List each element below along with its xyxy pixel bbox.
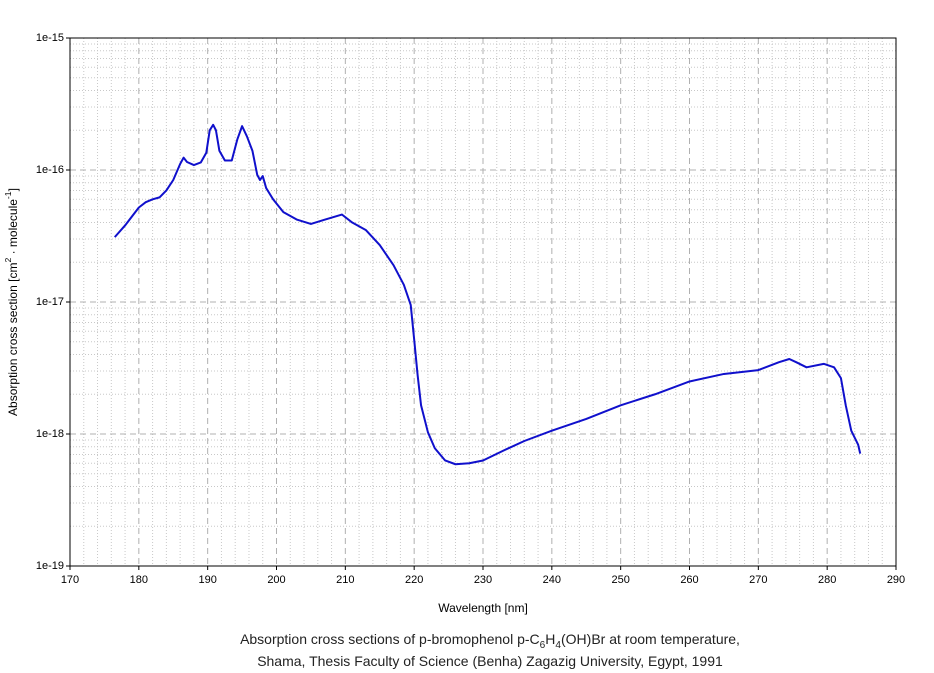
caption-line: Absorption cross sections of p-bromophen… [240,631,740,651]
x-tick-label: 200 [267,574,285,586]
text-segment: -1 [3,191,13,199]
x-tick-label: 240 [543,574,561,586]
text-segment: (OH)Br at room temperature, [561,631,740,647]
grid [69,37,897,567]
text-segment: · molecule [6,199,20,258]
text-segment: 2 [3,258,13,263]
text-segment: Absorption cross sections of p-bromophen… [240,631,540,647]
y-tick-label: 1e-15 [36,32,64,44]
text-segment: 4 [555,640,561,651]
y-tick-label: 1e-16 [36,164,64,176]
text-segment: Shama, Thesis Faculty of Science (Benha)… [257,653,723,669]
x-tick-label: 270 [749,574,767,586]
text-segment: Absorption cross section [cm [6,263,20,416]
x-tick-label: 190 [198,574,216,586]
y-tick-label: 1e-18 [36,428,64,440]
x-tick-label: 220 [405,574,423,586]
x-axis-label: Wavelength [nm] [438,601,528,615]
series-line [113,123,862,466]
x-tick-label: 280 [818,574,836,586]
x-tick-label: 180 [130,574,148,586]
text-segment: 6 [540,640,546,651]
marks [113,123,862,466]
x-tick-label: 250 [611,574,629,586]
caption-line: Shama, Thesis Faculty of Science (Benha)… [257,653,723,669]
text-segment: H [545,631,555,647]
y-tick-label: 1e-19 [36,560,64,572]
y-axis-label: Absorption cross section [cm2 · molecule… [3,188,20,416]
x-tick-label: 210 [336,574,354,586]
x-tick-label: 260 [680,574,698,586]
x-tick-label: 230 [474,574,492,586]
text-segment: ] [6,188,20,191]
x-tick-label: 170 [61,574,79,586]
x-tick-label: 290 [887,574,905,586]
y-tick-label: 1e-17 [36,296,64,308]
